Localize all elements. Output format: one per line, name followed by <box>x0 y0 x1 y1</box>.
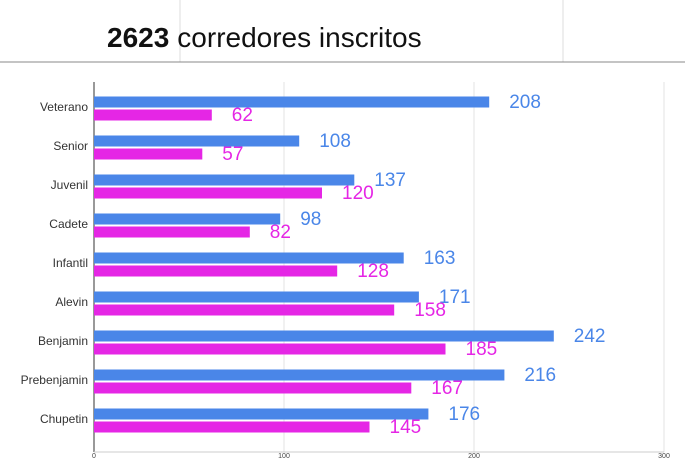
data-label: 98 <box>300 209 321 230</box>
bar <box>94 382 412 394</box>
data-label: 82 <box>270 222 291 243</box>
y-tick-label: Senior <box>53 139 88 153</box>
bar <box>94 187 322 199</box>
y-tick-label: Veterano <box>40 100 88 114</box>
header-label: corredores inscritos <box>177 22 421 53</box>
bar <box>94 265 338 277</box>
bar <box>94 213 281 225</box>
x-tick-label: 0 <box>92 453 96 460</box>
y-tick-label: Cadete <box>49 217 88 231</box>
data-label: 120 <box>342 183 374 204</box>
y-tick-label: Prebenjamin <box>21 373 88 387</box>
data-label: 185 <box>466 339 498 360</box>
bar <box>94 369 505 381</box>
y-tick-label: Alevin <box>55 295 88 309</box>
x-tick-label: 100 <box>278 453 290 460</box>
bar <box>94 304 395 316</box>
bar <box>94 226 250 238</box>
bar <box>94 252 404 264</box>
x-tick-label: 300 <box>658 453 670 460</box>
bar <box>94 148 203 160</box>
header-count: 2623 <box>107 22 169 53</box>
data-label: 62 <box>232 105 253 126</box>
bar <box>94 343 446 355</box>
data-label: 128 <box>357 261 389 282</box>
bar <box>94 291 419 303</box>
data-label: 108 <box>319 131 351 152</box>
bar <box>94 330 554 342</box>
data-label: 145 <box>390 417 422 438</box>
data-label: 176 <box>448 404 480 425</box>
header: 2623 corredores inscritos <box>107 22 422 53</box>
y-tick-label: Infantil <box>53 256 88 270</box>
y-tick-label: Juvenil <box>51 178 88 192</box>
bar <box>94 109 212 121</box>
y-tick-label: Benjamin <box>38 334 88 348</box>
data-label: 242 <box>574 326 606 347</box>
bar <box>94 421 370 433</box>
x-tick-label: 200 <box>468 453 480 460</box>
chart: 0 100 200 300 Veterano 208 62 Senior 108 57 Juveni… <box>21 82 670 460</box>
data-label: 167 <box>431 378 463 399</box>
y-tick-label: Chupetin <box>40 412 88 426</box>
data-label: 158 <box>414 300 446 321</box>
data-label: 208 <box>509 92 541 113</box>
bar <box>94 408 429 420</box>
data-label: 137 <box>374 170 406 191</box>
data-label: 57 <box>222 144 243 165</box>
bar <box>94 96 490 108</box>
data-label: 163 <box>424 248 456 269</box>
data-label: 171 <box>439 287 471 308</box>
bar <box>94 135 300 147</box>
data-label: 216 <box>524 365 556 386</box>
bar <box>94 174 355 186</box>
